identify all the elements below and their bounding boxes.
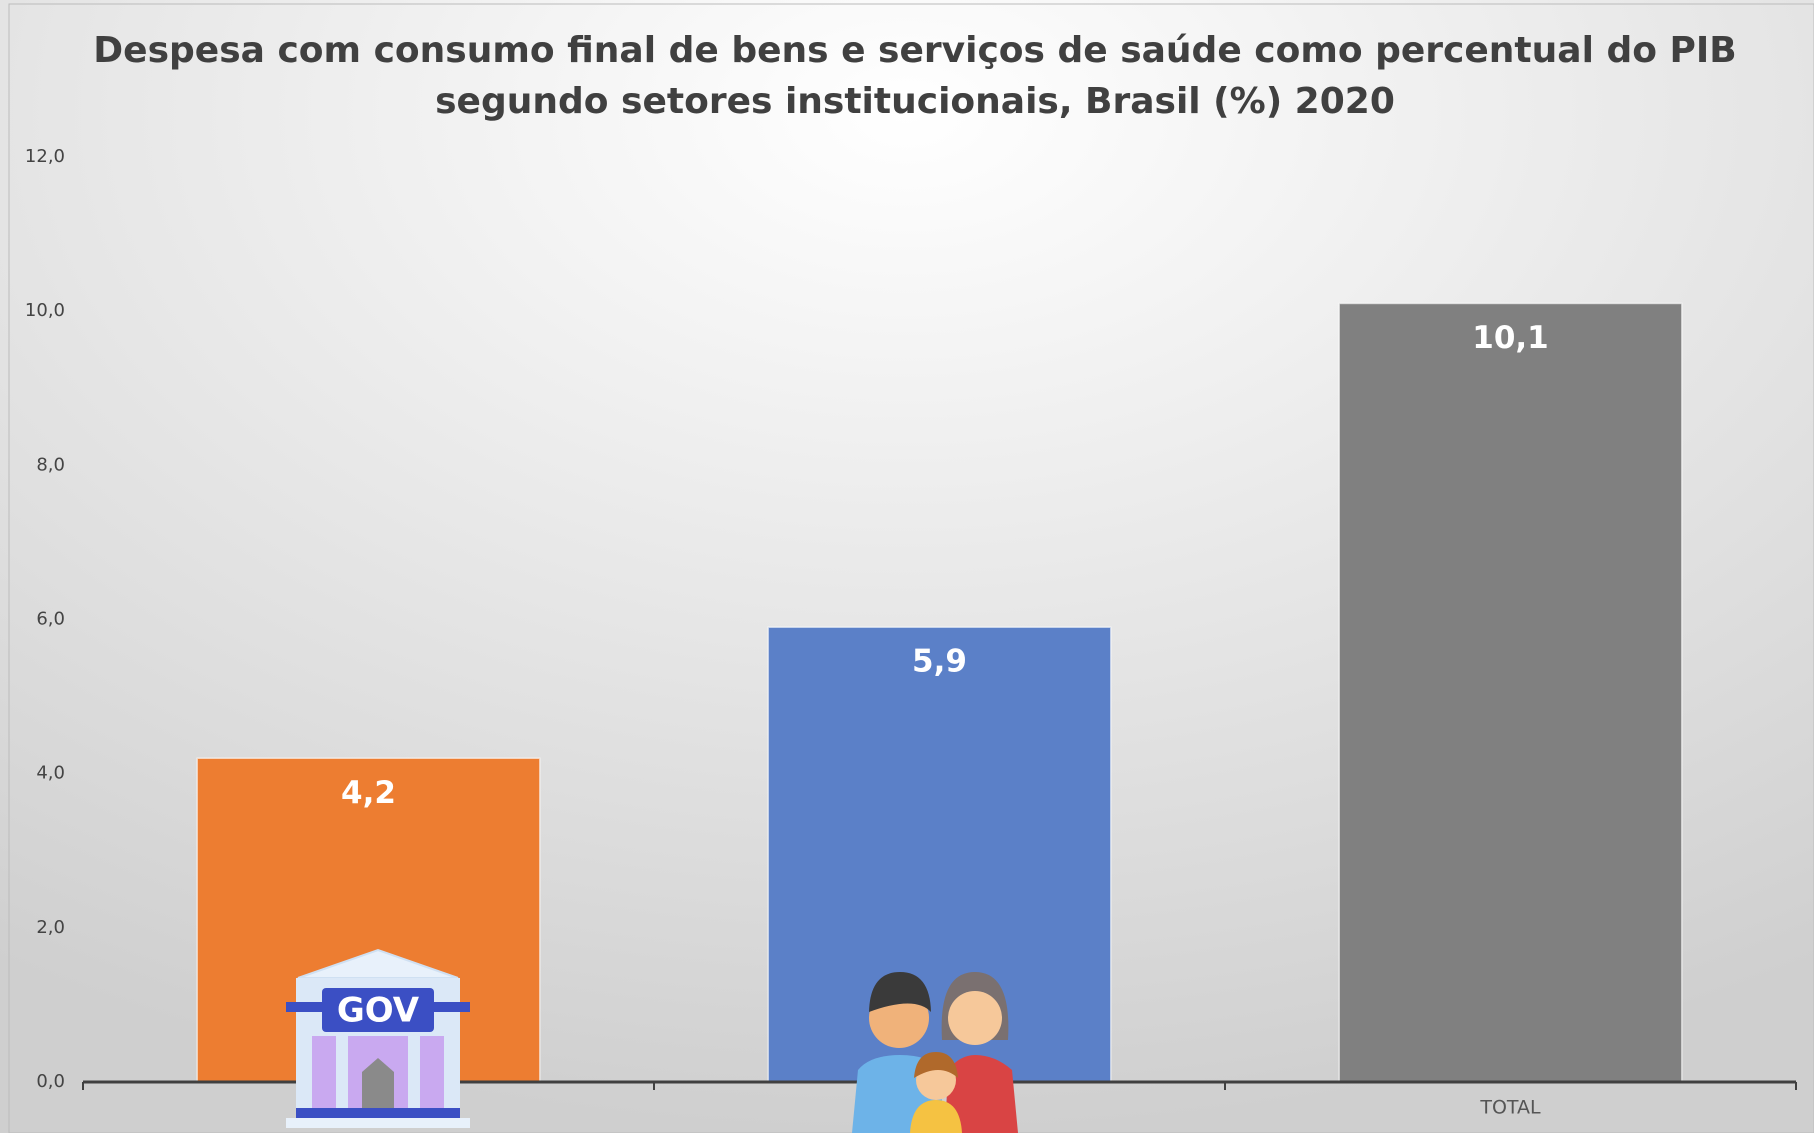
bar bbox=[768, 627, 1111, 1082]
chart-title: Despesa com consumo final de bens e serv… bbox=[93, 30, 1736, 71]
y-tick-label: 2,0 bbox=[36, 917, 65, 938]
value-label: 10,1 bbox=[1472, 320, 1549, 356]
value-label: 5,9 bbox=[912, 644, 967, 680]
y-tick-label: 4,0 bbox=[36, 763, 65, 784]
x-tick-label: TOTAL bbox=[1479, 1097, 1541, 1119]
chart-title: segundo setores institucionais, Brasil (… bbox=[435, 81, 1395, 122]
y-tick-label: 10,0 bbox=[25, 300, 65, 321]
chart: Despesa com consumo final de bens e serv… bbox=[0, 0, 1814, 1133]
y-tick-label: 6,0 bbox=[36, 609, 65, 630]
y-tick-label: 8,0 bbox=[36, 454, 65, 475]
value-label: 4,2 bbox=[341, 775, 396, 811]
bar bbox=[1339, 303, 1682, 1082]
y-tick-label: 12,0 bbox=[25, 146, 65, 167]
y-tick-label: 0,0 bbox=[36, 1071, 65, 1092]
government-icon: GOV bbox=[286, 950, 470, 1128]
svg-text:GOV: GOV bbox=[337, 991, 420, 1031]
